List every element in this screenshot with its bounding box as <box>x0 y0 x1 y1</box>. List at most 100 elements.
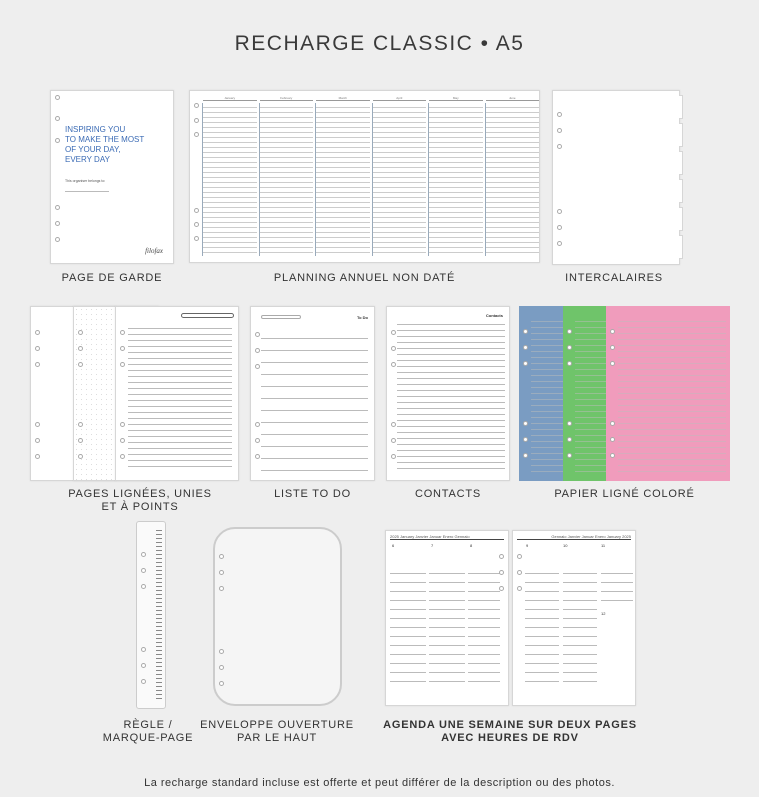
punch-hole <box>567 361 572 366</box>
punch-hole <box>219 586 224 591</box>
punch-hole <box>517 586 522 591</box>
todo-page-image: To Do <box>250 306 375 481</box>
punch-hole <box>499 586 504 591</box>
ruled-page <box>115 306 239 481</box>
punch-hole <box>55 138 60 143</box>
punch-hole <box>255 332 260 337</box>
label-planning: PLANNING ANNUEL NON DATÉ <box>189 272 540 285</box>
day-number: 6 <box>392 543 394 548</box>
green-paper <box>563 306 608 481</box>
punch-hole <box>610 345 615 350</box>
punch-hole <box>78 362 83 367</box>
punch-hole <box>219 554 224 559</box>
filofax-logo: filofax <box>145 247 163 255</box>
punch-hole <box>567 345 572 350</box>
punch-hole <box>567 421 572 426</box>
punch-hole <box>55 221 60 226</box>
label-line: RÈGLE / <box>96 719 200 732</box>
month-column: March <box>315 103 370 256</box>
label-line: PAR LE HAUT <box>196 732 358 745</box>
punch-hole <box>78 330 83 335</box>
punch-hole <box>255 438 260 443</box>
month-label: February <box>260 96 314 101</box>
day-number: 8 <box>470 543 472 548</box>
punch-hole <box>78 454 83 459</box>
cover-line: INSPIRING YOU <box>65 125 144 135</box>
punch-hole <box>194 222 199 227</box>
month-label: April <box>373 96 427 101</box>
label-colored: PAPIER LIGNÉ COLORÉ <box>519 488 730 501</box>
agenda-right-page: Gennaio Janvier Januar Enero January 202… <box>512 530 636 706</box>
punch-hole <box>557 209 562 214</box>
punch-hole <box>557 128 562 133</box>
punch-hole <box>567 453 572 458</box>
punch-hole <box>523 437 528 442</box>
punch-hole <box>141 552 146 557</box>
cover-belongs: This organiser belongs to: <box>65 179 105 183</box>
punch-hole <box>517 554 522 559</box>
punch-hole <box>35 438 40 443</box>
punch-hole <box>55 237 60 242</box>
punch-hole <box>523 453 528 458</box>
punch-hole <box>55 95 60 100</box>
punch-hole <box>55 116 60 121</box>
label-line: AVEC HEURES DE RDV <box>360 732 660 745</box>
cover-headline: INSPIRING YOU TO MAKE THE MOST OF YOUR D… <box>65 125 144 165</box>
punch-hole <box>141 679 146 684</box>
punch-hole <box>194 132 199 137</box>
envelope-image <box>213 527 342 706</box>
punch-hole <box>391 330 396 335</box>
punch-hole <box>255 364 260 369</box>
punch-hole <box>610 329 615 334</box>
month-column: January <box>202 103 257 256</box>
punch-hole <box>567 329 572 334</box>
punch-hole <box>141 568 146 573</box>
day-number: 12 <box>601 611 605 616</box>
dividers-page-image <box>552 90 680 265</box>
label-agenda: AGENDA UNE SEMAINE SUR DEUX PAGES AVEC H… <box>360 719 660 745</box>
punch-hole <box>523 345 528 350</box>
punch-hole <box>35 422 40 427</box>
label-cover: PAGE DE GARDE <box>40 272 184 285</box>
punch-hole <box>120 330 125 335</box>
punch-hole <box>255 422 260 427</box>
punch-hole <box>557 225 562 230</box>
blue-paper <box>519 306 565 481</box>
punch-hole <box>219 570 224 575</box>
punch-hole <box>78 438 83 443</box>
punch-hole <box>120 438 125 443</box>
day-number: 11 <box>601 543 605 548</box>
month-column: May <box>428 103 483 256</box>
punch-hole <box>141 663 146 668</box>
planning-page-image: JanuaryFebruaryMarchAprilMayJune <box>189 90 540 263</box>
punch-hole <box>610 437 615 442</box>
punch-hole <box>141 584 146 589</box>
punch-hole <box>391 362 396 367</box>
punch-hole <box>194 236 199 241</box>
punch-hole <box>120 422 125 427</box>
punch-hole <box>557 241 562 246</box>
ruler-bookmark-image <box>136 521 166 709</box>
cover-line: OF YOUR DAY, <box>65 145 144 155</box>
label-line: PAGES LIGNÉES, UNIES <box>30 488 250 501</box>
punch-hole <box>523 329 528 334</box>
footer-disclaimer: La recharge standard incluse est offerte… <box>0 777 759 789</box>
label-ruler: RÈGLE / MARQUE-PAGE <box>96 719 200 745</box>
agenda-header: Gennaio Janvier Januar Enero January 202… <box>517 534 631 540</box>
pink-paper <box>606 306 730 481</box>
punch-hole <box>219 681 224 686</box>
punch-hole <box>194 118 199 123</box>
label-line: ET À POINTS <box>30 501 250 514</box>
contacts-title: Contacts <box>486 313 503 318</box>
cover-line: TO MAKE THE MOST <box>65 135 144 145</box>
punch-hole <box>219 649 224 654</box>
label-contacts: CONTACTS <box>386 488 510 501</box>
month-column: February <box>259 103 314 256</box>
cover-signature-line <box>65 191 109 192</box>
punch-hole <box>120 454 125 459</box>
month-label: January <box>203 96 257 101</box>
punch-hole <box>219 665 224 670</box>
punch-hole <box>523 421 528 426</box>
day-number: 10 <box>563 543 567 548</box>
punch-hole <box>567 437 572 442</box>
